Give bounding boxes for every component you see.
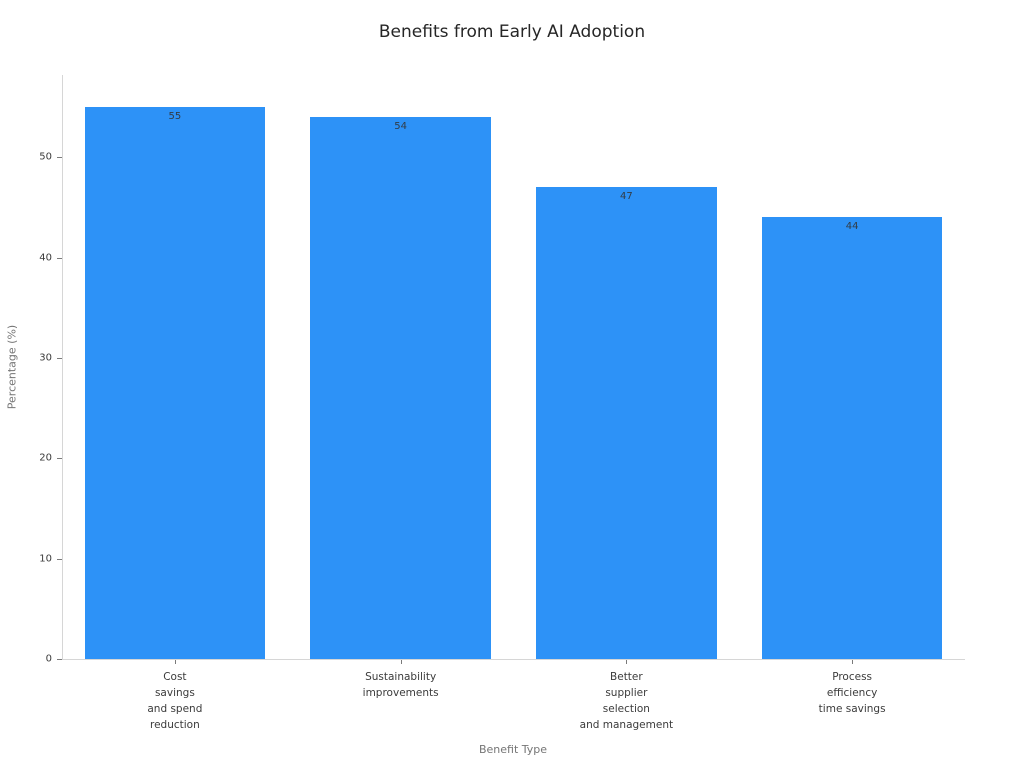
y-tick-label: 0: [45, 653, 52, 665]
y-axis-line: [62, 75, 63, 660]
bar: [84, 107, 266, 659]
x-tick-mark: [852, 660, 854, 664]
chart-title: Benefits from Early AI Adoption: [378, 22, 646, 42]
bar: [536, 187, 717, 659]
bar-value-label: 54: [394, 121, 407, 133]
y-tick-label: 10: [39, 553, 52, 565]
bar-value-label: 44: [845, 221, 859, 233]
x-category-label-line: Better: [610, 671, 643, 683]
x-tick-mark: [626, 660, 628, 664]
x-tick-mark: [174, 660, 176, 664]
x-category-label-line: efficiency: [826, 687, 878, 699]
x-category-label-line: and management: [579, 719, 674, 731]
bar: [310, 117, 491, 659]
y-tick-mark: [57, 659, 62, 660]
x-category-label-line: Process: [832, 671, 873, 683]
x-category-label-line: and spend: [147, 703, 203, 715]
x-tick-mark: [400, 660, 402, 664]
y-tick-mark: [57, 558, 62, 560]
x-category-label: Better supplier selection and management: [580, 669, 673, 733]
x-category-label-line: Sustainability: [365, 671, 437, 683]
x-category-label-line: selection: [602, 703, 650, 715]
x-category-label-line: improvements: [362, 687, 439, 699]
y-tick-label: 50: [39, 151, 52, 163]
y-tick-label: 30: [39, 352, 52, 364]
x-category-label: Process efficiency time savings: [819, 669, 886, 717]
x-category-label: Cost savings and spend reduction: [147, 669, 202, 733]
x-axis-title: Benefit Type: [478, 743, 548, 756]
bar-value-label: 55: [168, 111, 182, 123]
y-tick-label: 20: [39, 452, 52, 464]
x-category-label-line: reduction: [149, 719, 200, 731]
y-tick-mark: [57, 357, 62, 359]
y-tick-label: 40: [39, 252, 52, 264]
y-tick-mark: [57, 458, 62, 460]
x-category-label: Sustainability improvements: [363, 669, 439, 701]
y-tick-mark: [57, 157, 62, 159]
y-axis-title: Percentage (%): [5, 324, 19, 410]
y-tick-mark: [57, 257, 62, 259]
x-category-label-line: savings: [154, 687, 195, 699]
x-category-label-line: time savings: [818, 703, 886, 715]
bar-value-label: 47: [619, 191, 633, 203]
x-category-label-line: Cost: [163, 671, 187, 683]
bar: [761, 217, 943, 659]
x-axis-line: [62, 659, 965, 660]
x-category-label-line: supplier: [605, 687, 648, 699]
